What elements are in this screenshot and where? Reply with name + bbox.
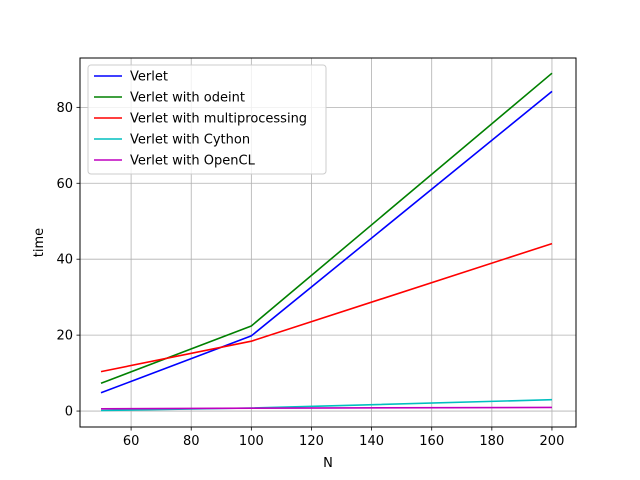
x-tick-label: 180 xyxy=(479,434,504,449)
y-tick-label: 20 xyxy=(56,329,73,344)
legend-label: Verlet with Cython xyxy=(130,133,250,148)
y-axis-ticks: 0 20 40 60 80 xyxy=(56,101,80,420)
x-tick-label: 100 xyxy=(239,434,264,449)
series-lines xyxy=(100,72,553,412)
series-line-0 xyxy=(100,90,553,394)
legend-label: Verlet with OpenCL xyxy=(130,154,256,169)
y-tick-label: 40 xyxy=(56,253,73,268)
y-tick-label: 80 xyxy=(56,101,73,116)
y-axis-label: time xyxy=(32,228,47,257)
legend: Verlet Verlet with odeint Verlet with mult… xyxy=(87,64,327,175)
x-tick-label: 120 xyxy=(299,434,324,449)
legend-label: Verlet xyxy=(130,70,168,85)
x-tick-label: 160 xyxy=(419,434,444,449)
legend-label: Verlet with multiprocessing xyxy=(130,112,307,127)
y-tick-label: 60 xyxy=(56,177,73,192)
series-line-1 xyxy=(100,72,553,385)
x-tick-label: 200 xyxy=(540,434,565,449)
legend-label: Verlet with odeint xyxy=(130,91,245,106)
y-tick-label: 0 xyxy=(65,405,73,420)
series-line-2 xyxy=(100,242,553,373)
series-line-4 xyxy=(100,406,553,410)
x-axis-label: N xyxy=(323,456,333,471)
x-axis-ticks: 60 80 100 120 140 160 180 200 xyxy=(123,427,565,449)
x-tick-label: 60 xyxy=(123,434,140,449)
plot-frame xyxy=(79,57,577,428)
x-tick-label: 140 xyxy=(359,434,384,449)
x-tick-label: 80 xyxy=(183,434,200,449)
legend-box xyxy=(87,64,327,175)
